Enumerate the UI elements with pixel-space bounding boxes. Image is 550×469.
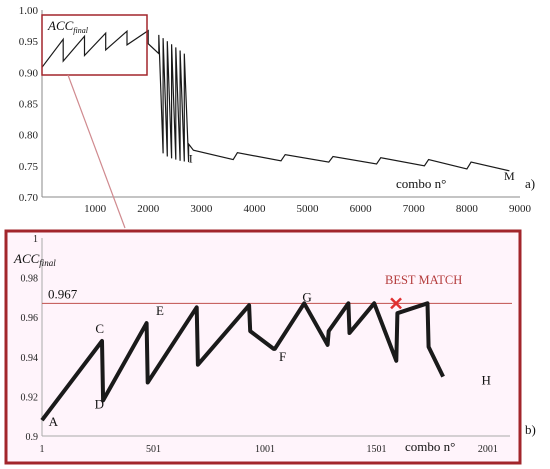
panel-a-y-tick-label: 0.90 (19, 67, 39, 79)
panel-b-point-label: C (95, 321, 104, 336)
panel-b-y-tick-label: 1 (33, 234, 38, 245)
panel-a-x-tick-label: 9000 (509, 203, 532, 215)
panel-a-x-tick-label: 5000 (297, 203, 320, 215)
panel-b-y-tick-label: 0.94 (21, 353, 39, 364)
panel-b-point-label: G (302, 289, 311, 304)
panel-a-x-tick-label: 3000 (190, 203, 213, 215)
panel-b-point-label: F (279, 349, 286, 364)
panel-a-label: a) (525, 176, 535, 191)
best-match-marker (390, 297, 402, 310)
panel-a-y-tick-label: 0.80 (19, 130, 39, 142)
panel-a-series-line (41, 29, 510, 172)
panel-a-y-ticks: 0.70 0.75 0.80 0.85 0.90 0.95 1.00 (19, 5, 39, 204)
panel-a-x-tick-label: 1000 (84, 203, 107, 215)
best-match-x-stroke (390, 297, 402, 310)
panel-a-y-tick-label: 0.70 (19, 192, 39, 204)
zoom-highlight-box (41, 14, 148, 76)
panel-b-x-tick-label: 2001 (478, 444, 498, 455)
panel-a-x-label: combo n° (396, 176, 446, 191)
panel-b-x-tick-label: 1 (40, 444, 45, 455)
panel-b-x-label: combo n° (405, 439, 455, 454)
panel-a: 0.70 0.75 0.80 0.85 0.90 0.95 1.00 1000 2000 300… (19, 5, 535, 229)
panel-b-x-tick-label: 1001 (255, 444, 275, 455)
panel-b-point-label: A (49, 414, 59, 429)
panel-b-y-tick-label: 0.96 (21, 313, 39, 324)
panel-b-x-tick-label: 1501 (366, 444, 386, 455)
panel-a-x-tick-label: 4000 (243, 203, 266, 215)
panel-a-point-label: M (504, 169, 515, 183)
panel-b-x-tick-label: 501 (146, 444, 161, 455)
panel-a-point-label: I (189, 152, 193, 166)
panel-a-x-tick-label: 8000 (456, 203, 479, 215)
best-match-label: BEST MATCH (385, 273, 462, 287)
panel-b-y-tick-label: 0.98 (21, 274, 39, 285)
panel-b: 0.90.920.940.960.981 1 501 1001 1501 2001 0.… (4, 229, 536, 465)
panel-a-x-tick-label: 6000 (350, 203, 373, 215)
panel-b-y-tick-label: 0.92 (21, 392, 39, 403)
panel-b-label: b) (525, 422, 536, 437)
panel-b-series-line (40, 301, 445, 422)
panel-a-x-ticks: 1000 2000 3000 4000 5000 6000 7000 8000 9000 (84, 203, 531, 215)
panel-b-y-tick-label: 0.9 (26, 432, 39, 443)
panel-b-annotations: A D C E F G H (49, 289, 491, 429)
panel-b-frame (4, 229, 522, 465)
panel-b-y-label: ACCfinal (13, 251, 56, 268)
panel-b-y-ticks: 0.9 0.92 0.94 0.96 0.98 1 (21, 234, 39, 443)
panel-b-point-label: E (156, 303, 164, 318)
reference-line-label: 0.967 (48, 286, 78, 301)
panel-a-annotations: IM (189, 152, 515, 183)
panel-a-x-tick-label: 7000 (403, 203, 426, 215)
panel-a-y-tick-label: 1.00 (19, 5, 39, 17)
panel-a-y-tick-label: 0.95 (19, 36, 39, 48)
panel-a-x-tick-label: 2000 (137, 203, 160, 215)
panel-b-point-label: D (95, 396, 104, 411)
panel-a-y-tick-label: 0.85 (19, 99, 39, 111)
panel-b-x-ticks: 1 501 1001 1501 2001 (40, 444, 498, 455)
panel-a-y-tick-label: 0.75 (19, 161, 39, 173)
zoom-connector-line (67, 74, 126, 229)
panel-b-point-label: H (481, 373, 490, 388)
panel-a-y-label: ACCfinal (47, 18, 89, 35)
